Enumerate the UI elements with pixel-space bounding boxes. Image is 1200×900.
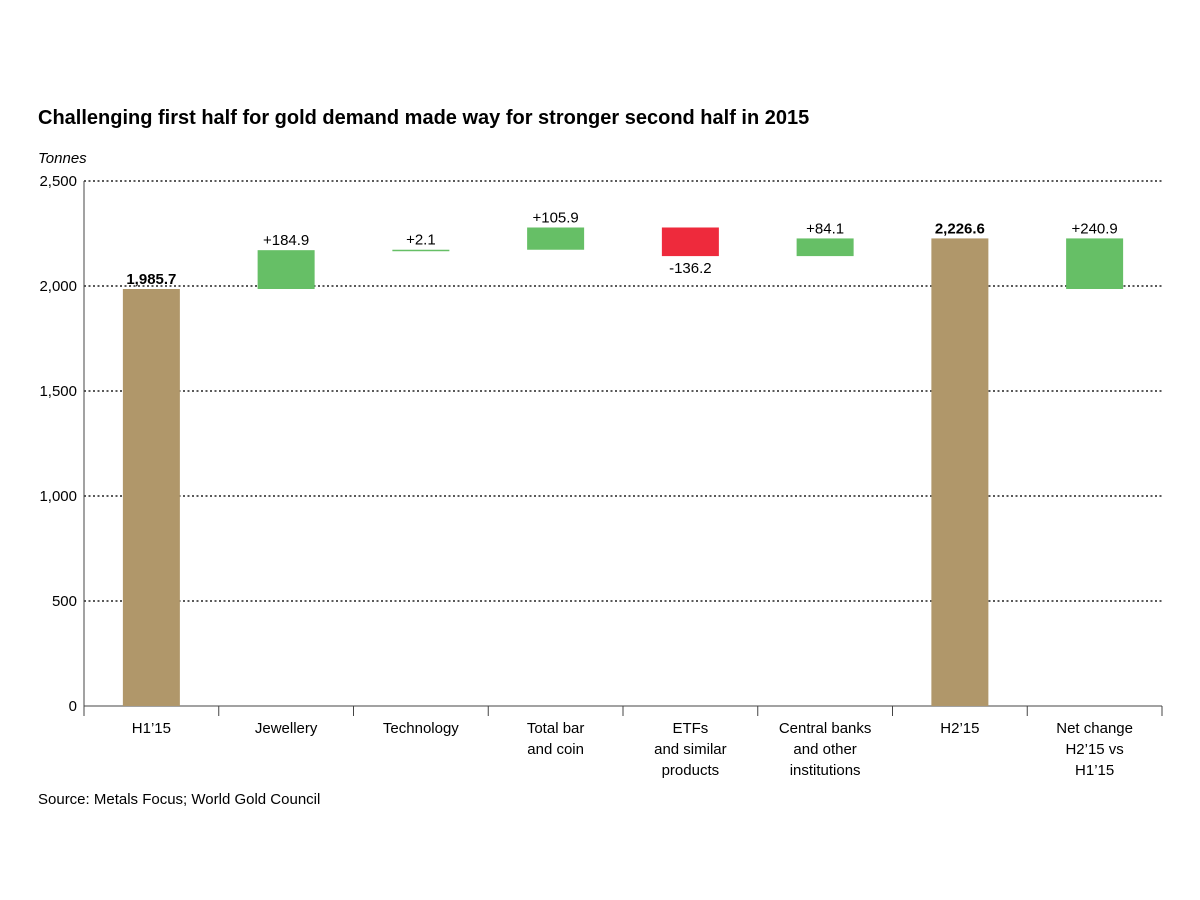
gridlines [84,180,1162,602]
bar-total [931,238,989,706]
x-tick-label: H2’15 [940,720,979,737]
y-tick-label: 1,000 [39,488,77,505]
data-label: 1,985.7 [126,271,176,288]
data-label: +2.1 [406,232,436,249]
bar-increase [1066,238,1124,290]
x-tick-label: Technology [383,720,459,737]
x-tick-label: ETFs and similar products [654,720,727,779]
data-label: 2,226.6 [935,220,985,237]
bar-decrease [661,227,719,257]
x-tick-label: Jewellery [255,720,318,737]
x-tick-label: Net change H2’15 vs H1’15 [1056,720,1133,779]
x-tick-label: Total bar and coin [527,720,585,758]
bar-increase [796,238,854,257]
x-tick-label: Central banks and other institutions [779,720,872,779]
bars [122,227,1124,706]
data-label: +105.9 [532,209,578,226]
y-tick-label: 500 [52,593,77,610]
data-label: +84.1 [806,220,844,237]
y-axis-label: Tonnes [38,150,87,167]
source-note: Source: Metals Focus; World Gold Council [38,791,321,808]
data-label: +240.9 [1071,220,1117,237]
x-tick-label: H1’15 [132,720,171,737]
bar-increase [257,250,315,290]
y-tick-label: 2,000 [39,278,77,295]
y-tick-label: 1,500 [39,383,77,400]
bar-total [122,289,180,706]
data-label: +184.9 [263,232,309,249]
data-labels: 1,985.7 +184.9 +2.1 +105.9 -136.2 +84.1 2,226.… [126,209,1117,288]
bar-increase [527,227,585,250]
chart-title: Challenging first half for gold demand m… [38,107,810,129]
y-tick-label: 0 [69,698,77,715]
bar-increase [392,249,450,252]
y-tick-label: 2,500 [39,173,77,190]
data-label: -136.2 [669,260,712,277]
axes: Tonnes 0 500 1,000 1,500 2,000 2,500 H1’15 Jewel… [38,150,1163,779]
